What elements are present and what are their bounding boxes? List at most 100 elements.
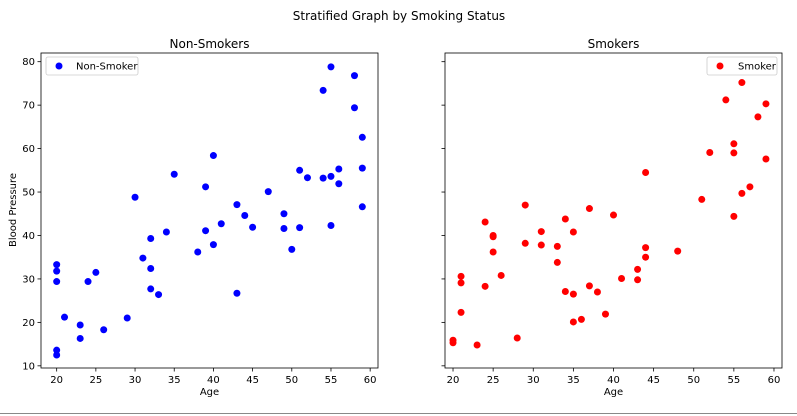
smokers-data-point: [730, 212, 738, 220]
smokers-data-point: [601, 310, 609, 318]
non-smokers-data-point: [319, 86, 327, 94]
smokers-x-tick-label: 60: [768, 375, 781, 386]
non-smokers-y-tick-label: 40: [22, 231, 35, 242]
non-smokers-data-point: [100, 326, 108, 334]
non-smokers-x-tick-label: 40: [207, 375, 220, 386]
non-smokers-y-tick-label: 80: [22, 57, 35, 68]
smokers-axes-frame: [444, 52, 783, 369]
smokers-data-point: [618, 274, 626, 282]
smokers-data-point: [561, 288, 569, 296]
non-smokers-y-tick-label: 50: [22, 188, 35, 199]
smokers-points: [449, 79, 770, 349]
non-smokers-data-point: [53, 278, 61, 286]
smokers-data-point: [577, 315, 585, 323]
smokers-legend-box: [706, 56, 778, 76]
smokers-data-point: [457, 279, 465, 287]
smokers-x-tick-label: 35: [567, 375, 580, 386]
non-smokers-title: Non-Smokers: [170, 37, 250, 51]
non-smokers-data-point: [319, 174, 327, 182]
non-smokers-data-point: [249, 223, 257, 231]
smokers-data-point: [457, 308, 465, 316]
non-smokers-data-point: [327, 221, 335, 229]
non-smokers-data-point: [155, 291, 163, 299]
non-smokers-x-axis-label: Age: [200, 387, 219, 398]
non-smokers-data-point: [350, 72, 358, 80]
smokers-x-tick-label: 50: [687, 375, 700, 386]
smokers-x-axis-label: Age: [604, 387, 623, 398]
non-smokers-legend-label: Non-Smoker: [76, 62, 138, 73]
non-smokers-data-point: [280, 225, 288, 233]
smokers-x-tick-label: 25: [487, 375, 500, 386]
non-smokers-data-point: [217, 220, 225, 228]
non-smokers-data-point: [202, 183, 210, 191]
smokers-data-point: [762, 155, 770, 163]
non-smokers-data-point: [76, 321, 84, 329]
non-smokers-y-tick-label: 70: [22, 101, 35, 112]
smokers-data-point: [537, 241, 545, 249]
non-smokers-data-point: [131, 193, 139, 201]
non-smokers-points: [53, 63, 366, 359]
smokers-data-point: [738, 79, 746, 87]
non-smokers-y-tick-label: 10: [22, 361, 35, 372]
non-smokers-x-tick-label: 25: [89, 375, 102, 386]
non-smokers-data-point: [92, 268, 100, 276]
smokers-data-point: [642, 244, 650, 252]
smokers-data-point: [593, 288, 601, 296]
non-smokers-data-point: [288, 245, 296, 253]
non-smokers-x-tick-label: 45: [246, 375, 259, 386]
non-smokers-data-point: [335, 165, 343, 173]
smokers-title: Smokers: [588, 37, 640, 51]
non-smokers-x-tick-label: 30: [129, 375, 142, 386]
non-smokers-data-point: [280, 210, 288, 218]
smokers-data-point: [489, 233, 497, 241]
non-smokers-data-point: [194, 248, 202, 256]
smokers-data-point: [537, 228, 545, 236]
non-smokers-data-point: [76, 334, 84, 342]
non-smokers-data-point: [53, 351, 61, 359]
non-smokers-ticks: 20 25 30 35 40 45 50 55 60 10 20 30 40 50 60 70 80: [22, 57, 376, 386]
smokers-data-point: [481, 218, 489, 226]
smokers-x-tick-label: 45: [647, 375, 660, 386]
smokers-x-tick-label: 30: [527, 375, 540, 386]
smokers-data-point: [634, 265, 642, 273]
smokers-data-point: [473, 341, 481, 349]
smokers-data-point: [569, 228, 577, 236]
non-smokers-legend-box: [45, 56, 139, 76]
smokers-data-point: [585, 282, 593, 290]
non-smokers-data-point: [139, 254, 147, 262]
smokers-x-tick-label: 55: [727, 375, 740, 386]
non-smokers-data-point: [202, 227, 210, 235]
non-smokers-data-point: [53, 261, 61, 269]
non-smokers-x-tick-label: 55: [325, 375, 338, 386]
smokers-data-point: [553, 242, 561, 250]
non-smokers-data-point: [358, 133, 366, 141]
smokers-data-point: [521, 239, 529, 247]
smokers-panel: Smokers Age 20 25 30 35 40 45 50 55 60 Smoker: [441, 37, 783, 398]
non-smokers-data-point: [327, 172, 335, 180]
smokers-data-point: [706, 148, 714, 156]
smokers-data-point: [746, 183, 754, 191]
smokers-data-point: [481, 282, 489, 290]
non-smokers-x-tick-label: 20: [50, 375, 63, 386]
non-smokers-data-point: [358, 203, 366, 211]
non-smokers-data-point: [303, 174, 311, 182]
non-smokers-data-point: [233, 201, 241, 209]
non-smokers-panel: Non-Smokers Age Blood Pressure 20 25 30 35 4…: [8, 37, 379, 398]
smokers-data-point: [513, 334, 521, 342]
non-smokers-data-point: [350, 104, 358, 112]
non-smokers-data-point: [233, 289, 241, 297]
non-smokers-data-point: [358, 164, 366, 172]
smokers-data-point: [585, 205, 593, 213]
non-smokers-data-point: [53, 267, 61, 275]
smokers-data-point: [561, 215, 569, 223]
smokers-data-point: [634, 276, 642, 284]
smokers-data-point: [730, 149, 738, 157]
smokers-legend: Smoker: [706, 56, 778, 76]
smokers-data-point: [642, 253, 650, 261]
figure-suptitle: Stratified Graph by Smoking Status: [293, 9, 505, 23]
smokers-x-tick-label: 40: [607, 375, 620, 386]
smokers-data-point: [698, 195, 706, 203]
smokers-data-point: [754, 113, 762, 121]
non-smokers-data-point: [209, 152, 217, 160]
smokers-data-point: [730, 140, 738, 148]
